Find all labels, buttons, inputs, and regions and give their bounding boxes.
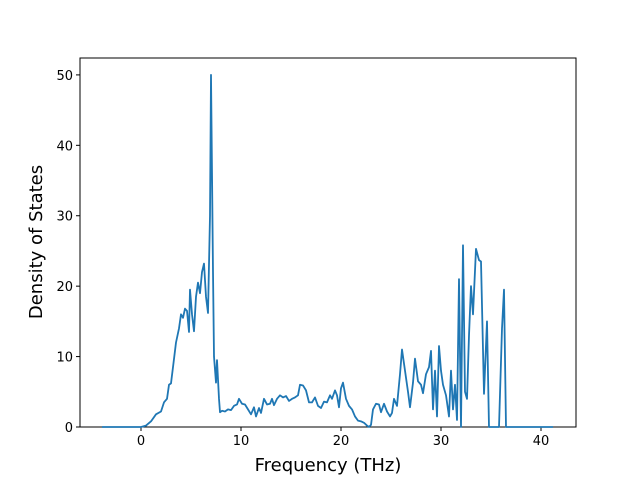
y-tick-label: 0 — [65, 421, 73, 436]
x-tick-label: 20 — [333, 434, 350, 449]
y-tick-label: 40 — [56, 139, 73, 154]
plot-frame — [79, 57, 577, 428]
y-tick-label: 10 — [56, 351, 73, 366]
data-line — [102, 74, 553, 428]
x-tick-label: 10 — [233, 434, 250, 449]
y-tick-label: 30 — [56, 210, 73, 225]
x-tick-label: 40 — [533, 434, 550, 449]
x-axis-label: Frequency (THz) — [255, 455, 402, 476]
y-tick-label: 50 — [56, 69, 73, 84]
x-tick-label: 0 — [137, 434, 145, 449]
y-axis-label: Density of States — [26, 165, 47, 319]
y-tick-label: 20 — [56, 280, 73, 295]
x-tick-label: 30 — [433, 434, 450, 449]
